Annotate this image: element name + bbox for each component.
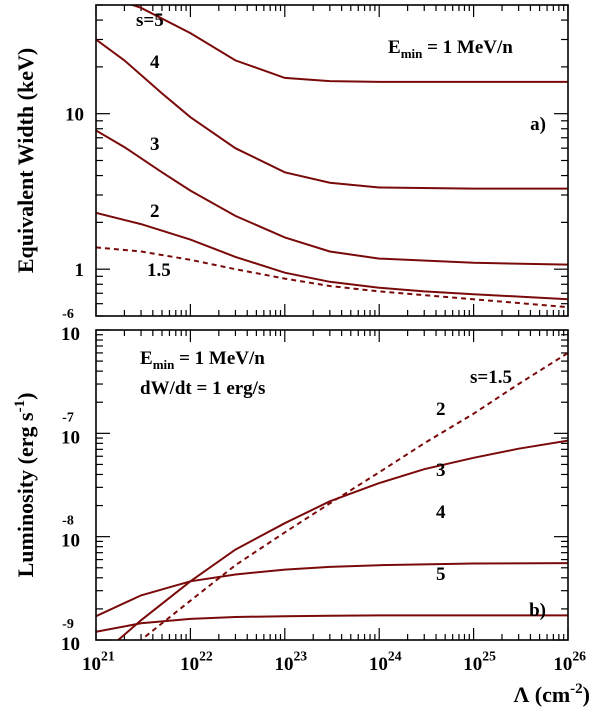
y-tick-exponent: -8 bbox=[62, 514, 74, 529]
y-tick-label: 10 bbox=[61, 427, 80, 448]
y-axis-title: Equivalent Width (keV) bbox=[13, 48, 38, 273]
x-ticks bbox=[95, 5, 569, 316]
series-line-3 bbox=[96, 129, 568, 266]
series-line-1-5 bbox=[139, 352, 568, 640]
y-axis-title: Luminosity (erg s-1) bbox=[12, 393, 38, 578]
x-tick-label: 1024 bbox=[369, 649, 402, 676]
x-tick-label: 1022 bbox=[180, 649, 213, 676]
y-tick-exponent: -7 bbox=[62, 410, 74, 425]
annotation-emin: Emin = 1 MeV/n bbox=[140, 348, 265, 372]
plot-frame bbox=[95, 329, 569, 641]
series-group bbox=[96, 5, 568, 309]
annotation-emin: Emin = 1 MeV/n bbox=[388, 37, 513, 61]
series-label: 2 bbox=[150, 201, 160, 222]
series-line-4 bbox=[96, 38, 568, 190]
series-group bbox=[96, 352, 568, 649]
x-tick-label: 1026 bbox=[553, 649, 586, 676]
series-line-3 bbox=[96, 562, 568, 618]
y-tick-label: 10 bbox=[61, 634, 80, 655]
y-tick-label: 10 bbox=[61, 531, 80, 552]
series-label: s=1.5 bbox=[470, 367, 512, 388]
panel-label: a) bbox=[530, 114, 546, 135]
x-tick-label: 1021 bbox=[82, 649, 115, 676]
plot-frame bbox=[95, 4, 569, 317]
series-line-1-5 bbox=[96, 246, 568, 309]
series-label: 2 bbox=[436, 399, 446, 420]
series-label: 3 bbox=[436, 460, 446, 481]
panel-label: b) bbox=[529, 600, 546, 621]
series-line-4 bbox=[96, 614, 568, 633]
series-label: 3 bbox=[150, 134, 160, 155]
series-line-2 bbox=[116, 439, 568, 640]
series-label: 5 bbox=[436, 564, 446, 585]
series-line-5 bbox=[96, 645, 568, 649]
series-label: 4 bbox=[150, 52, 160, 73]
series-line-5 bbox=[129, 5, 568, 83]
series-label: 4 bbox=[436, 502, 446, 523]
series-label: 1.5 bbox=[147, 260, 171, 281]
x-tick-label: 1025 bbox=[463, 649, 496, 676]
x-axis-title: Λ (cm-2) bbox=[513, 681, 590, 707]
y-tick-label: 10 bbox=[61, 324, 80, 345]
panel-b: Emin = 1 MeV/n bbox=[95, 329, 569, 649]
series-line-2 bbox=[96, 211, 568, 301]
x-tick-label: 1023 bbox=[274, 649, 307, 676]
y-tick-exponent: -6 bbox=[62, 307, 74, 322]
y-tick-label: 10 bbox=[65, 105, 84, 126]
series-label: s=5 bbox=[136, 10, 164, 31]
y-tick-exponent: -9 bbox=[62, 617, 74, 632]
annotation-dwdt: dW/dt = 1 erg/s bbox=[140, 378, 265, 399]
panel-a: Emin = 1 MeV/n bbox=[95, 4, 569, 317]
y-tick-label: 1 bbox=[75, 260, 85, 281]
